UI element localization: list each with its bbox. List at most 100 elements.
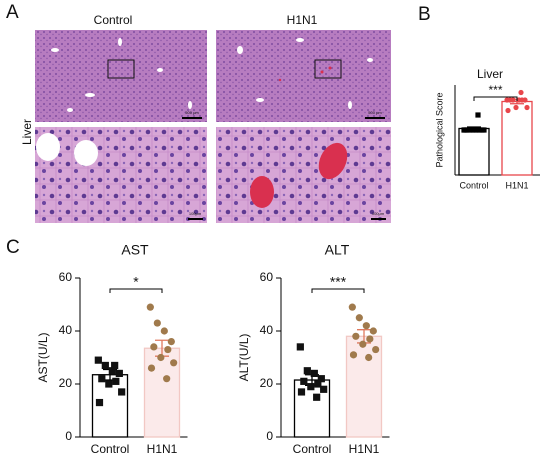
- data-point: [467, 127, 473, 133]
- row-label: Liver: [20, 119, 34, 145]
- y-tick-label: 40: [260, 323, 274, 337]
- chart-title: ALT: [325, 242, 350, 258]
- data-point: [355, 314, 363, 322]
- data-point: [505, 107, 511, 114]
- data-point: [518, 89, 524, 96]
- vessels: [36, 38, 373, 166]
- significance-bracket: [473, 96, 518, 101]
- data-point: [115, 369, 123, 377]
- micrograph: [35, 127, 207, 223]
- data-point: [310, 369, 318, 377]
- data-point: [369, 327, 377, 335]
- data-point: [348, 303, 356, 311]
- panel-label: C: [6, 237, 20, 258]
- data-point: [519, 97, 525, 103]
- y-tick-label: 60: [59, 270, 73, 284]
- column-label: Control: [94, 13, 133, 27]
- data-point: [320, 385, 328, 393]
- significance-bracket: [109, 288, 163, 293]
- hemorrhage: [250, 66, 348, 208]
- data-point: [473, 127, 479, 133]
- data-point: [153, 319, 161, 327]
- micrograph: [216, 127, 391, 223]
- data-point: [470, 127, 476, 133]
- data-point: [513, 104, 519, 111]
- scale-text: 500 μm: [368, 110, 382, 115]
- data-point: [362, 322, 370, 330]
- data-point: [147, 364, 156, 372]
- x-tick-label: H1N1: [147, 442, 178, 456]
- column-label: H1N1: [287, 13, 318, 27]
- histology-images: 500 μm 500 μm 100μm 100μm: [35, 30, 391, 223]
- x-tick-label: Control: [459, 180, 488, 190]
- data-point: [359, 340, 367, 348]
- data-point: [98, 375, 106, 383]
- data-point: [163, 375, 171, 383]
- data-point: [94, 356, 102, 364]
- x-tick-label: Control: [91, 442, 130, 456]
- bar: [458, 127, 490, 176]
- data-point: [352, 332, 360, 340]
- x-tick-label: H1N1: [505, 180, 528, 190]
- data-point: [160, 327, 168, 335]
- data-point: [111, 361, 119, 370]
- data-point: [95, 398, 104, 407]
- data-point: [462, 127, 468, 133]
- y-tick-label: 20: [59, 376, 73, 390]
- data-point: [112, 377, 120, 385]
- y-axis-label: AST(U/L): [36, 332, 50, 382]
- micrograph: [216, 30, 391, 122]
- y-tick-label: 20: [260, 376, 274, 390]
- data-point: [313, 393, 321, 401]
- y-axis-label: ALT(U/L): [237, 334, 251, 382]
- data-point: [300, 377, 308, 385]
- data-point: [349, 351, 358, 359]
- y-tick-label: 40: [59, 323, 73, 337]
- data-point: [365, 353, 373, 362]
- data-point: [296, 343, 304, 351]
- significance-label: ***: [330, 274, 347, 290]
- data-point: [475, 112, 481, 118]
- x-tick-label: Control: [293, 442, 332, 456]
- data-point: [297, 388, 306, 396]
- data-point: [524, 104, 530, 111]
- data-point: [101, 361, 109, 370]
- data-point: [146, 303, 154, 311]
- scale-text: 100μm: [372, 211, 385, 216]
- scale-text: 500 μm: [185, 110, 199, 115]
- data-point: [105, 380, 113, 388]
- data-point: [366, 335, 374, 343]
- data-point: [157, 353, 165, 362]
- y-tick-label: 0: [65, 429, 72, 443]
- data-point: [476, 127, 482, 133]
- data-point: [317, 375, 325, 383]
- y-tick-label: 0: [266, 429, 273, 443]
- panel-label: B: [418, 4, 431, 25]
- data-point: [150, 343, 158, 351]
- chart-title: AST: [121, 242, 149, 258]
- data-point: [118, 388, 126, 396]
- data-point: [481, 127, 487, 133]
- data-point: [170, 359, 178, 367]
- data-point: [372, 345, 380, 354]
- significance-label: ***: [488, 83, 502, 97]
- data-point: [167, 338, 175, 346]
- inset-box: [314, 59, 342, 79]
- significance-bracket: [311, 288, 365, 293]
- scale-text: 100μm: [189, 211, 202, 216]
- data-point: [507, 97, 513, 103]
- data-point: [164, 345, 172, 354]
- data-point: [307, 383, 315, 391]
- x-tick-label: H1N1: [349, 442, 380, 456]
- y-tick-label: 60: [260, 270, 274, 284]
- chart-title: Liver: [477, 67, 503, 81]
- bar: [501, 100, 533, 176]
- y-axis-label: Pathological Score: [434, 92, 444, 167]
- inset-box: [107, 59, 135, 79]
- data-point: [314, 380, 322, 388]
- significance-label: *: [133, 274, 139, 290]
- panel-label: A: [6, 2, 19, 23]
- data-point: [303, 367, 311, 375]
- data-point: [108, 367, 116, 375]
